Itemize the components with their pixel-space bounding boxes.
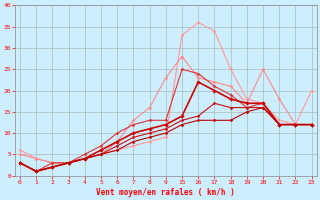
X-axis label: Vent moyen/en rafales ( km/h ): Vent moyen/en rafales ( km/h ) [96,188,235,197]
